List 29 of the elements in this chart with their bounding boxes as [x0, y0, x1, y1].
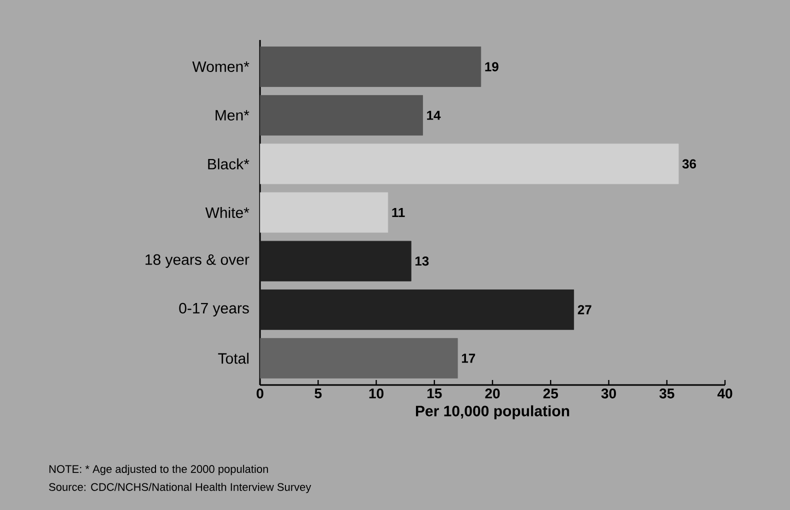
x-tick-label: 0	[256, 388, 264, 398]
x-tick-label: 30	[601, 388, 616, 398]
x-tick-label: 40	[717, 388, 732, 398]
x-tick-label: 5	[314, 388, 322, 398]
data-label: 17	[462, 354, 476, 363]
source-note: Source: CDC/NCHS/National Health Interview Survey	[49, 482, 312, 494]
x-axis-title: Per 10,000 population	[416, 405, 570, 420]
text: NOTE: * Age adjusted to the 2000 population	[49, 464, 268, 476]
y-tick-label: 0-17 years	[179, 302, 249, 316]
y-tick-label: Total	[218, 352, 248, 364]
data-label: 11	[392, 208, 405, 217]
x-tick-label: 35	[659, 388, 674, 398]
y-tick-label: Men*	[216, 110, 250, 121]
x-tick-label: 15	[427, 388, 442, 398]
x-tick-label: 20	[485, 388, 500, 398]
data-label: 19	[485, 62, 498, 72]
data-label: 36	[682, 159, 696, 169]
bar	[260, 289, 574, 330]
y-tick-label: Women*	[192, 61, 250, 72]
data-label: 27	[578, 305, 592, 314]
x-tick-label: 25	[543, 388, 558, 398]
y-tick-label: Black*	[208, 158, 250, 170]
bar	[260, 192, 388, 233]
data-label: 14	[427, 110, 441, 120]
bar	[260, 46, 482, 87]
data-label: 13	[415, 256, 429, 266]
y-tick-label: White*	[205, 206, 250, 218]
x-tick-label: 10	[369, 388, 384, 398]
y-tick-label: 18 years & over	[146, 254, 250, 268]
